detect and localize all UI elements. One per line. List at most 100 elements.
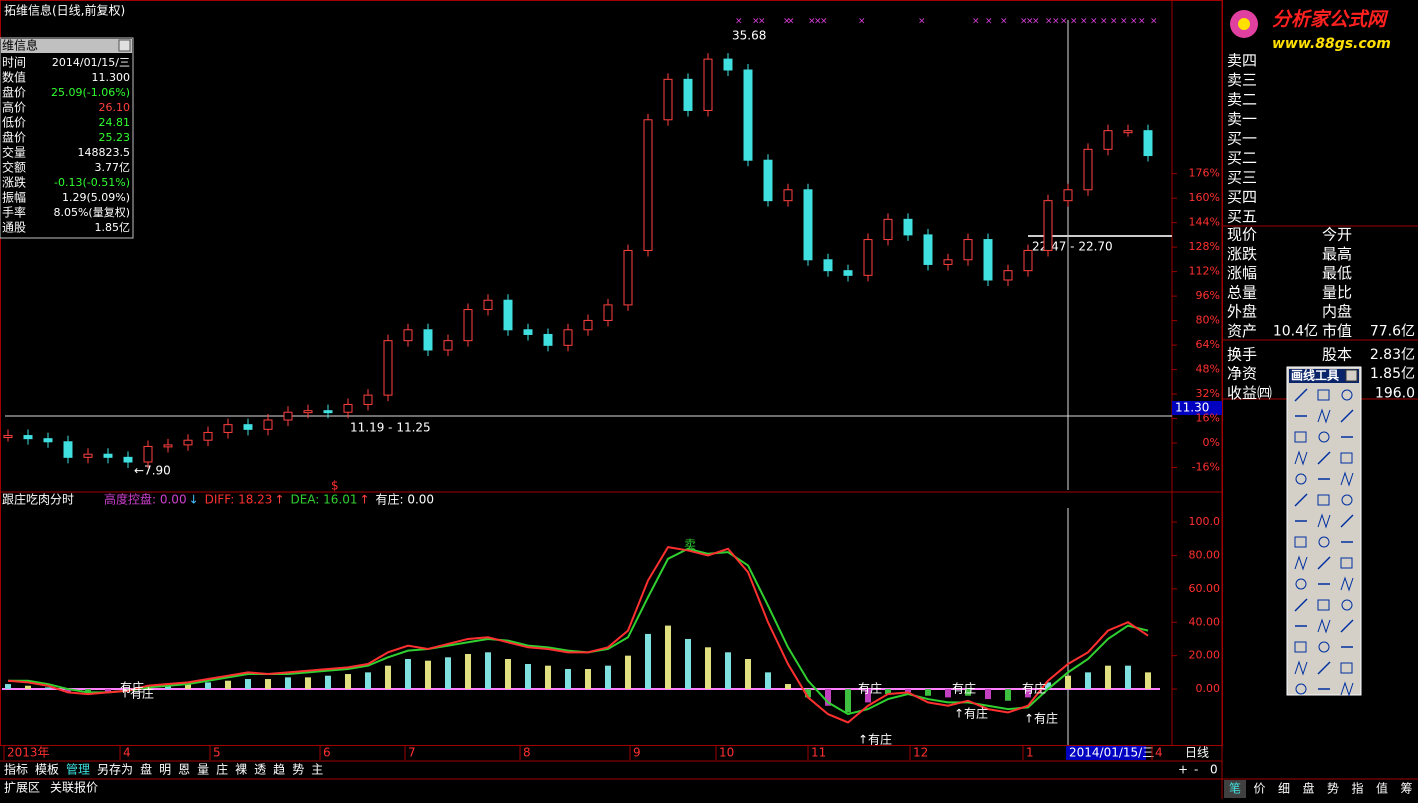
tool-icon[interactable] [1340, 662, 1353, 674]
tool-icon[interactable] [1318, 641, 1330, 653]
candle [463, 309, 473, 342]
candle [723, 58, 733, 71]
tool-icon[interactable] [1340, 619, 1354, 633]
tool-icon[interactable] [1294, 450, 1308, 466]
period: 日线 [1185, 746, 1209, 760]
tool-icon[interactable] [1294, 641, 1307, 653]
right-tab[interactable]: 指 [1352, 781, 1364, 796]
tool-icon[interactable] [1317, 494, 1330, 506]
y-tick-label: 0.00 [1196, 682, 1221, 695]
toolbar-button[interactable]: 恩 [178, 763, 190, 777]
tool-icon[interactable] [1317, 618, 1331, 634]
marker: × [1026, 17, 1034, 27]
tool-icon[interactable] [1340, 471, 1354, 487]
tool-icon[interactable] [1317, 513, 1331, 529]
tool-icon[interactable] [1294, 388, 1308, 402]
tool-icon[interactable] [1317, 556, 1331, 570]
toolbar-button[interactable]: 量 [197, 763, 209, 777]
close-button[interactable] [1345, 369, 1358, 382]
y-tick-label: 80% [1196, 314, 1220, 327]
candle [943, 259, 953, 265]
histogram-bar [1065, 675, 1071, 690]
tool-icon[interactable] [1318, 536, 1330, 548]
tool-icon[interactable] [1340, 452, 1353, 464]
tool-icon[interactable] [1340, 576, 1354, 592]
right-tab[interactable]: 盘 [1303, 781, 1315, 796]
tool-icon[interactable] [1295, 683, 1307, 695]
toolbar-button[interactable]: 盘 [140, 762, 152, 777]
candle [203, 431, 213, 441]
tool-icon[interactable] [1294, 536, 1307, 548]
candle [663, 78, 673, 121]
candle [223, 424, 233, 433]
zoom-button[interactable]: - [1194, 763, 1198, 777]
toolbar-button[interactable]: 指标 [4, 762, 28, 777]
tool-icon[interactable] [1294, 431, 1307, 443]
toolbar-button[interactable]: 主 [311, 763, 323, 777]
toolbar-button[interactable]: 透 [254, 763, 266, 777]
tool-icon[interactable] [1317, 599, 1330, 611]
tool-icon[interactable] [1317, 451, 1331, 465]
tool-icon[interactable] [1340, 681, 1354, 697]
info-label: 通股 [2, 221, 26, 235]
quote-label: 总量 [1227, 283, 1257, 301]
tool-icon[interactable] [1294, 598, 1308, 612]
right-tab[interactable]: 价 [1254, 782, 1266, 796]
tool-icon[interactable] [1317, 408, 1331, 424]
right-tab[interactable]: 筹 [1401, 782, 1413, 796]
tool-icon[interactable] [1341, 494, 1353, 506]
tool-icon[interactable] [1317, 661, 1331, 675]
draw-tool-window [1286, 366, 1362, 696]
candle [1123, 130, 1133, 134]
marker: × [1080, 17, 1088, 27]
x-tick-label: 12 [913, 746, 928, 760]
toolbar-button[interactable]: 裸 [235, 762, 247, 777]
legend-arrow: ↑ [274, 493, 284, 507]
histogram-bar [745, 658, 751, 690]
toolbar-button[interactable]: 另存为 [97, 763, 133, 777]
quote-value: 2.83亿 [1370, 347, 1415, 363]
bottom-tab[interactable]: 关联报价 [50, 780, 98, 795]
toolbar-button[interactable]: 庄 [216, 762, 228, 777]
bottom-tab[interactable]: 扩展区 [4, 781, 40, 795]
right-tab[interactable]: 细 [1278, 782, 1290, 796]
tool-icon[interactable] [1340, 514, 1354, 528]
toolbar-button[interactable]: 模板 [35, 763, 59, 777]
zoom-button[interactable]: 0 [1210, 763, 1218, 777]
close-button[interactable] [118, 39, 131, 52]
toolbar-button[interactable]: 趋 [273, 763, 285, 777]
tool-icon[interactable] [1294, 555, 1308, 571]
candle [903, 218, 913, 236]
tool-icon[interactable] [1317, 389, 1330, 401]
histogram-bar [285, 677, 291, 690]
tool-icon[interactable] [1340, 409, 1354, 423]
toolbar-button[interactable]: 明 [159, 763, 171, 777]
tool-icon[interactable] [1294, 493, 1308, 507]
quote-label: 涨幅 [1227, 264, 1257, 282]
order-book-label: 买三 [1227, 169, 1257, 187]
right-tab[interactable]: 笔 [1229, 781, 1241, 796]
tool-icon[interactable] [1340, 557, 1353, 569]
right-tab[interactable]: 值 [1376, 781, 1388, 796]
info-value: 3.77亿 [95, 161, 131, 174]
tool-icon[interactable] [1295, 578, 1307, 590]
zoom-button[interactable]: + [1178, 763, 1188, 777]
tool-icon[interactable] [1294, 660, 1308, 676]
marker: × [918, 17, 926, 27]
right-tab[interactable]: 势 [1327, 782, 1339, 796]
candle [443, 340, 453, 351]
histogram-bar [645, 633, 651, 690]
tool-icon[interactable] [1318, 431, 1330, 443]
tool-icon[interactable] [1341, 389, 1353, 401]
x-tick-label: 2013年 [7, 746, 50, 760]
toolbar-button[interactable]: 势 [292, 763, 304, 777]
marker: × [1150, 17, 1158, 27]
candle [483, 299, 493, 311]
toolbar-button[interactable]: 管理 [66, 762, 90, 777]
histogram-bar [1125, 665, 1131, 690]
candle [823, 259, 833, 272]
order-book-label: 卖二 [1227, 91, 1257, 109]
logo: 分析家公式网 www.88gs.com [1230, 9, 1391, 52]
tool-icon[interactable] [1341, 599, 1353, 611]
tool-icon[interactable] [1295, 473, 1307, 485]
